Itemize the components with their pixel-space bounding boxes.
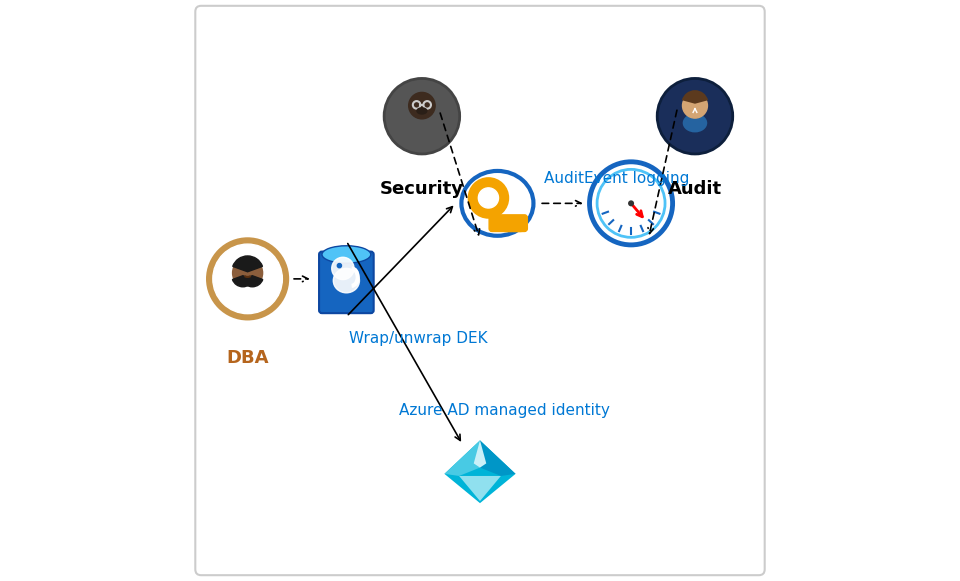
Ellipse shape (234, 284, 261, 302)
Circle shape (332, 257, 354, 279)
Circle shape (683, 93, 708, 118)
Wedge shape (232, 276, 253, 287)
Ellipse shape (462, 171, 534, 236)
Circle shape (409, 92, 435, 119)
Circle shape (589, 162, 673, 245)
Polygon shape (480, 440, 516, 476)
Text: AuditEvent logging: AuditEvent logging (544, 171, 689, 186)
Wedge shape (682, 90, 708, 104)
Polygon shape (473, 440, 487, 468)
FancyBboxPatch shape (490, 215, 527, 231)
Ellipse shape (409, 113, 435, 134)
Circle shape (658, 78, 732, 154)
FancyBboxPatch shape (502, 219, 515, 231)
Wedge shape (242, 276, 263, 287)
Circle shape (208, 239, 287, 318)
Wedge shape (232, 256, 262, 272)
Ellipse shape (322, 246, 371, 263)
Circle shape (470, 180, 507, 216)
Text: Audit: Audit (668, 180, 722, 198)
Circle shape (628, 200, 635, 206)
Polygon shape (459, 476, 501, 501)
Circle shape (232, 258, 263, 288)
FancyBboxPatch shape (511, 218, 524, 231)
Circle shape (478, 188, 498, 208)
Circle shape (337, 264, 342, 268)
Polygon shape (444, 440, 516, 503)
Circle shape (213, 244, 282, 314)
Polygon shape (444, 440, 480, 476)
Circle shape (597, 170, 665, 238)
Ellipse shape (417, 107, 427, 114)
FancyBboxPatch shape (195, 6, 765, 575)
Ellipse shape (333, 268, 359, 293)
Text: Azure AD managed identity: Azure AD managed identity (398, 403, 610, 418)
Text: Wrap/unwrap DEK: Wrap/unwrap DEK (349, 331, 488, 346)
Circle shape (384, 78, 460, 154)
Ellipse shape (683, 113, 708, 132)
Text: DBA: DBA (227, 349, 269, 367)
FancyBboxPatch shape (319, 252, 373, 313)
Text: Security: Security (380, 180, 464, 198)
